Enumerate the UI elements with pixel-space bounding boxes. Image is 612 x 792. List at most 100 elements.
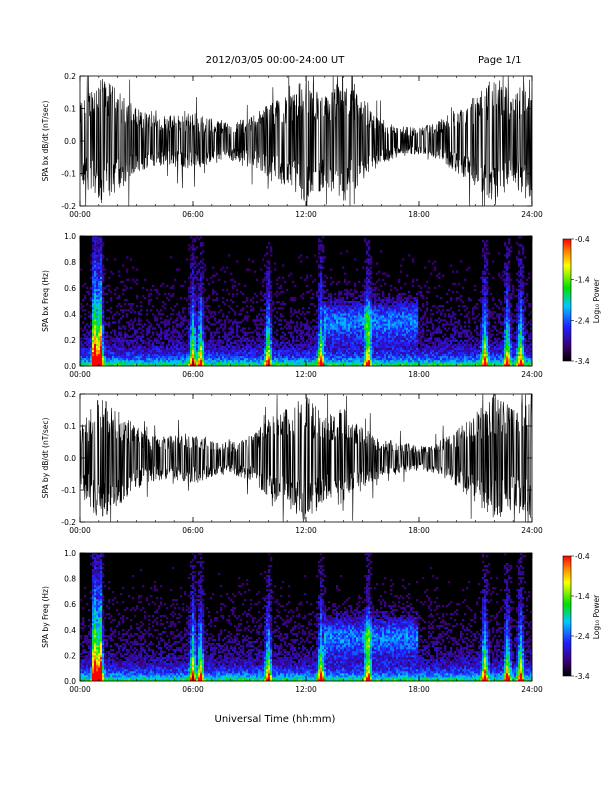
heat-cell xyxy=(222,266,225,269)
heat-cell xyxy=(100,333,103,336)
heat-cell xyxy=(136,282,139,286)
heat-cell xyxy=(82,309,85,312)
heat-cell xyxy=(346,290,349,294)
heat-cell xyxy=(236,339,239,342)
heat-cell xyxy=(148,349,151,353)
heat-cell xyxy=(184,307,187,310)
heat-cell xyxy=(326,319,329,322)
heat-cell xyxy=(226,345,229,349)
heat-cell xyxy=(354,353,357,357)
heat-cell xyxy=(190,353,193,357)
heat-cell xyxy=(350,335,353,338)
heat-cell xyxy=(182,361,185,365)
heat-cell xyxy=(398,305,401,308)
heat-cell xyxy=(318,339,321,342)
heat-cell xyxy=(132,357,135,361)
heat-cell xyxy=(240,329,243,332)
heat-cell xyxy=(308,327,311,330)
heat-cell xyxy=(176,303,179,306)
heat-cell xyxy=(350,294,353,298)
heat-cell xyxy=(186,345,189,349)
heat-cell xyxy=(162,301,165,304)
heat-cell xyxy=(134,363,137,367)
heat-cell xyxy=(354,309,357,312)
heat-cell xyxy=(196,323,199,326)
heat-cell xyxy=(196,353,199,357)
heat-cell xyxy=(188,244,191,247)
heat-cell xyxy=(104,331,107,334)
heat-cell xyxy=(94,246,97,249)
heat-cell xyxy=(252,349,255,353)
heat-cell xyxy=(402,359,405,363)
heat-cell xyxy=(318,290,321,294)
heat-cell xyxy=(396,317,399,320)
heat-cell xyxy=(194,305,197,308)
heat-cell xyxy=(92,361,95,365)
heat-cell xyxy=(278,357,281,361)
heat-cell xyxy=(362,266,365,269)
heat-cell xyxy=(368,258,371,261)
heat-cell xyxy=(126,361,129,365)
heat-cell xyxy=(266,286,269,290)
heat-cell xyxy=(262,319,265,322)
heat-cell xyxy=(342,327,345,330)
heat-cell xyxy=(262,329,265,332)
heat-cell xyxy=(208,357,211,361)
heat-cell xyxy=(242,355,245,359)
heat-cell xyxy=(348,347,351,351)
heat-cell xyxy=(320,317,323,320)
heat-cell xyxy=(140,349,143,353)
heat-cell xyxy=(330,335,333,338)
heat-cell xyxy=(94,339,97,342)
heat-cell xyxy=(364,323,367,326)
heat-cell xyxy=(158,311,161,314)
heat-cell xyxy=(318,296,321,300)
heat-cell xyxy=(208,341,211,344)
heat-cell xyxy=(368,307,371,310)
heat-cell xyxy=(346,315,349,318)
heat-cell xyxy=(326,357,329,361)
heat-cell xyxy=(346,282,349,286)
heat-cell xyxy=(208,311,211,314)
heat-cell xyxy=(270,363,273,367)
heat-cell xyxy=(234,284,237,288)
heat-cell xyxy=(364,345,367,349)
heat-cell xyxy=(212,337,215,340)
heat-cell xyxy=(194,238,197,241)
heat-cell xyxy=(166,296,169,300)
heat-cell xyxy=(202,357,205,361)
heat-cell xyxy=(182,284,185,288)
heat-cell xyxy=(130,359,133,363)
heat-cell xyxy=(118,331,121,334)
heat-cell xyxy=(386,333,389,336)
heat-cell xyxy=(142,351,145,355)
heat-cell xyxy=(200,272,203,275)
heat-cell xyxy=(104,286,107,290)
heat-cell xyxy=(352,294,355,298)
heat-cell xyxy=(302,363,305,367)
heat-cell xyxy=(222,329,225,332)
heat-cell xyxy=(368,270,371,273)
heat-cell xyxy=(348,309,351,312)
heat-cell xyxy=(382,321,385,324)
heat-cell xyxy=(232,286,235,290)
heat-cell xyxy=(402,329,405,332)
heat-cell xyxy=(246,347,249,351)
heat-cell xyxy=(336,305,339,308)
heat-cell xyxy=(304,343,307,346)
heat-cell xyxy=(384,298,387,302)
heat-cell xyxy=(166,329,169,332)
heat-cell xyxy=(204,305,207,308)
heat-cell xyxy=(322,311,325,314)
heat-cell xyxy=(226,266,229,269)
heat-cell xyxy=(348,335,351,338)
heat-cell xyxy=(298,355,301,359)
heat-cell xyxy=(374,325,377,328)
heat-cell xyxy=(402,339,405,342)
heat-cell xyxy=(180,341,183,344)
heat-cell xyxy=(342,357,345,361)
heat-cell xyxy=(200,244,203,247)
heat-cell xyxy=(202,250,205,253)
heat-cell xyxy=(348,351,351,355)
heat-cell xyxy=(320,286,323,290)
